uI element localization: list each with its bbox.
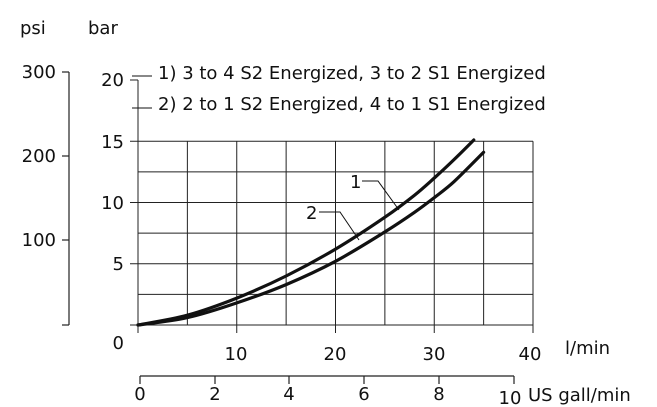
secondary-tick-label: 8 <box>433 384 444 405</box>
legend: 1) 3 to 4 S2 Energized, 3 to 2 S1 Energi… <box>132 58 595 115</box>
secondary-tick-label: 10 <box>499 388 522 407</box>
x-tick-label: 30 <box>423 344 446 365</box>
x-tick-label: 10 <box>225 344 248 365</box>
bar-tick-label: 15 <box>101 132 124 153</box>
series-2-line <box>136 150 486 327</box>
series-2-callout: 2 <box>306 203 317 224</box>
bar-tick-label: 20 <box>101 70 124 91</box>
bar-tick-label: 0 <box>113 333 124 354</box>
series-1-callout: 1 <box>350 172 361 193</box>
series-1-leader <box>362 180 400 211</box>
secondary-tick-label: 0 <box>134 384 145 405</box>
secondary-tick-label: 2 <box>209 384 220 405</box>
series-curves <box>136 138 486 327</box>
x-tick-label: 20 <box>324 344 347 365</box>
secondary-tick-label: 6 <box>358 384 369 405</box>
secondary-tick-label: 4 <box>283 384 294 405</box>
psi-tick-label: 300 <box>22 62 56 83</box>
x-axis-secondary: 0 2 4 6 8 10 US gall/min <box>134 375 631 407</box>
psi-unit-label: psi <box>20 18 46 39</box>
legend-bg <box>155 58 595 84</box>
series-1-line <box>136 138 476 327</box>
bar-axis-labels: 20 15 10 5 0 <box>101 70 124 354</box>
legend-bg <box>155 89 595 115</box>
series-2-leader <box>319 211 360 241</box>
x-unit-label: l/min <box>565 338 610 359</box>
bar-tick-label: 10 <box>101 193 124 214</box>
psi-axis: 300 200 100 <box>22 62 70 326</box>
curve-callouts: 1 2 <box>306 172 400 241</box>
x-axis-primary-labels: 10 20 30 40 l/min <box>225 338 610 365</box>
psi-tick-label: 100 <box>22 230 56 251</box>
x-secondary-unit-label: US gall/min <box>528 385 631 406</box>
legend-item-2: 2) 2 to 1 S2 Energized, 4 to 1 S1 Energi… <box>158 94 546 115</box>
legend-item-1: 1) 3 to 4 S2 Energized, 3 to 2 S1 Energi… <box>158 63 546 84</box>
bar-unit-label: bar <box>88 18 118 39</box>
psi-tick-label: 200 <box>22 146 56 167</box>
plot-grid <box>130 79 534 333</box>
x-tick-label: 40 <box>519 344 542 365</box>
bar-tick-label: 5 <box>113 254 124 275</box>
